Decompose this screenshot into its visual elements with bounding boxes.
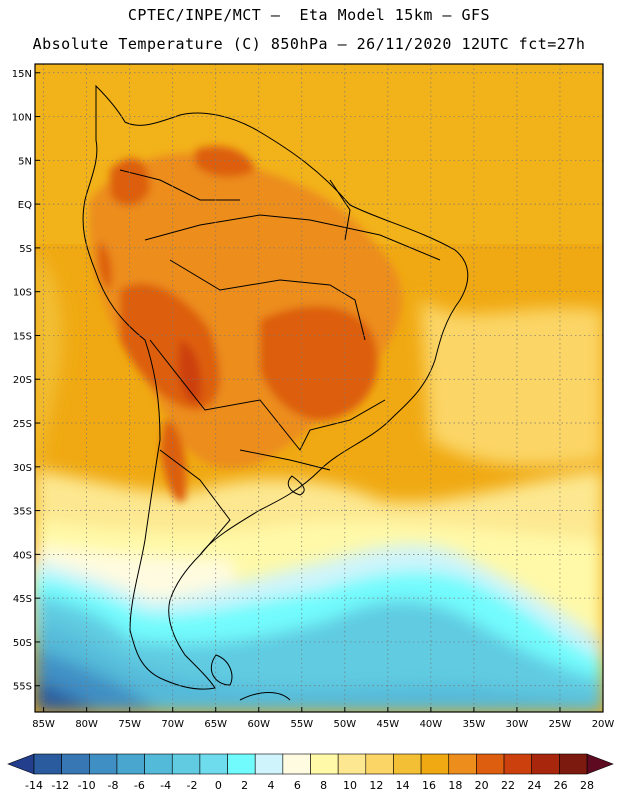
colorbar-label: 4 xyxy=(268,779,275,792)
colorbar-swatch xyxy=(420,753,450,775)
colorbar-label: 28 xyxy=(580,779,594,792)
colorbar-swatch xyxy=(199,753,228,775)
lon-label: 65W xyxy=(204,719,227,730)
lon-label: 60W xyxy=(247,719,270,730)
colorbar-swatch xyxy=(89,753,118,775)
colorbar-swatch xyxy=(61,753,90,775)
colorbar-swatch xyxy=(171,753,201,775)
coastlines xyxy=(82,84,469,701)
colorbar-label: -14 xyxy=(25,779,43,792)
lat-label: 20S xyxy=(13,375,32,386)
lon-label: 80W xyxy=(75,719,98,730)
lat-label: 10S xyxy=(13,288,32,299)
colorbar-swatch xyxy=(448,753,477,775)
lon-label: 85W xyxy=(32,719,55,730)
colorbar-swatch xyxy=(337,753,367,775)
temperature-field xyxy=(35,64,603,712)
lon-label: 25W xyxy=(549,719,572,730)
colorbar-swatch xyxy=(282,753,311,775)
lat-lon-grid xyxy=(35,64,604,712)
colorbar-label: 14 xyxy=(396,779,410,792)
axis-labels: 15N 10N 5N EQ 5S 10S 15S 20S 25S 30S 35S 40S 45S 50S 5… xyxy=(12,69,615,730)
lon-label: 35W xyxy=(463,719,486,730)
colorbar-label: -12 xyxy=(51,779,69,792)
colorbar-swatch xyxy=(365,753,394,775)
colorbar-label: -8 xyxy=(108,779,119,792)
colorbar: -14 -12 -10 -8 -6 -4 -2 0 2 4 6 8 10 12 14 16 18 20 22 24 26… xyxy=(7,753,614,792)
colorbar-swatch xyxy=(33,753,62,775)
colorbar-label: 16 xyxy=(422,779,436,792)
lon-label: 70W xyxy=(161,719,184,730)
colorbar-swatch xyxy=(227,753,256,775)
colorbar-label: -10 xyxy=(78,779,96,792)
colorbar-swatch xyxy=(559,753,588,775)
colorbar-label: -4 xyxy=(160,779,171,792)
lat-label: 15S xyxy=(13,331,32,342)
lat-label: 45S xyxy=(13,594,32,605)
chart-title-line-2: Absolute Temperature (C) 850hPa – 26/11/… xyxy=(32,35,586,53)
colorbar-swatch xyxy=(144,753,173,775)
colorbar-swatch xyxy=(503,753,532,775)
lat-label: 25S xyxy=(13,419,32,430)
lat-label: 40S xyxy=(13,550,32,561)
lat-label: 30S xyxy=(13,463,32,474)
colorbar-swatch xyxy=(531,753,560,775)
colorbar-label: 24 xyxy=(527,779,541,792)
chart-title-line-1: CPTEC/INPE/MCT – Eta Model 15km – GFS xyxy=(127,6,491,24)
lat-label: EQ xyxy=(18,200,32,211)
colorbar-swatch xyxy=(310,753,339,775)
lat-label: 5N xyxy=(18,156,32,167)
lon-label: 20W xyxy=(592,719,615,730)
lat-label: 35S xyxy=(13,507,32,518)
colorbar-label: 22 xyxy=(501,779,515,792)
colorbar-label: 10 xyxy=(343,779,357,792)
lon-label: 45W xyxy=(377,719,400,730)
colorbar-label: 18 xyxy=(448,779,462,792)
colorbar-label: -2 xyxy=(187,779,198,792)
lon-label: 55W xyxy=(290,719,313,730)
colorbar-swatch xyxy=(393,753,422,775)
lat-label: 15N xyxy=(12,69,32,80)
colorbar-overflow-triangle xyxy=(586,753,614,775)
lat-label: 5S xyxy=(19,244,32,255)
colorbar-underflow-triangle xyxy=(7,753,35,775)
lat-label: 55S xyxy=(13,682,32,693)
colorbar-label: 6 xyxy=(294,779,301,792)
lat-label: 10N xyxy=(12,113,32,124)
colorbar-label: 20 xyxy=(475,779,489,792)
colorbar-swatch xyxy=(254,753,284,775)
colorbar-label: 2 xyxy=(241,779,248,792)
lat-label: 50S xyxy=(13,638,32,649)
lon-label: 40W xyxy=(420,719,443,730)
map-frame xyxy=(34,63,604,713)
colorbar-swatch xyxy=(116,753,145,775)
colorbar-swatch xyxy=(476,753,505,775)
colorbar-label: -6 xyxy=(134,779,145,792)
lon-label: 75W xyxy=(118,719,141,730)
lon-label: 30W xyxy=(506,719,529,730)
lon-label: 50W xyxy=(334,719,357,730)
colorbar-label: 26 xyxy=(554,779,568,792)
colorbar-label: 12 xyxy=(369,779,383,792)
colorbar-label: 8 xyxy=(320,779,327,792)
colorbar-label: 0 xyxy=(215,779,222,792)
